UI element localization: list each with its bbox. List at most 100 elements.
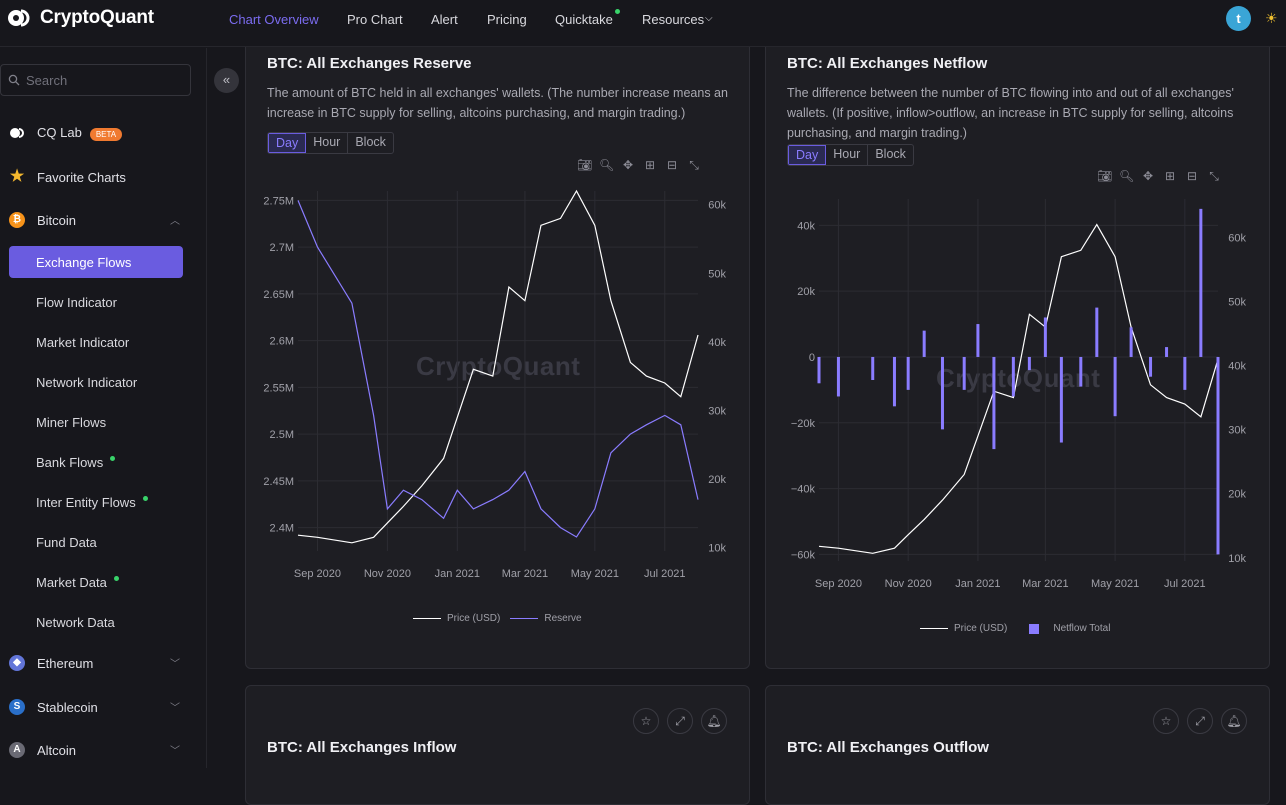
zoom-in-icon[interactable]: ⊞ (644, 158, 656, 172)
nav-chart-overview[interactable]: Chart Overview (229, 12, 319, 27)
chevron-down-icon: ﹀ (170, 659, 180, 670)
new-dot (113, 575, 119, 581)
chart-card-netflow: BTC: All Exchanges Netflow The differenc… (765, 28, 1270, 669)
altcoin-label: Altcoin (37, 742, 77, 758)
chevron-down-icon: ﹀ (170, 746, 180, 757)
collapse-sidebar-button[interactable]: « (214, 68, 239, 93)
y-right-tick-label: 30k (1228, 425, 1246, 437)
stablecoin-label: Stablecoin (37, 699, 98, 715)
sidebar-subitem-market-indicator[interactable]: Market Indicator (36, 334, 130, 350)
beta-badge: BETA (89, 127, 123, 141)
favorite-star-icon[interactable]: ☆ (1153, 708, 1179, 734)
resolution-block[interactable]: Block (355, 135, 386, 149)
y-left-tick-label: 2.75M (263, 195, 294, 207)
alert-bell-icon[interactable]: 🔔︎ (1221, 708, 1247, 734)
netflow-bar (1113, 356, 1117, 417)
sidebar-item-favorite-charts[interactable]: ★ Favorite Charts (0, 161, 207, 193)
zoom-out-icon[interactable]: ⊟ (666, 158, 678, 172)
y-right-tick-label: 20k (708, 474, 726, 486)
nav-pro-chart[interactable]: Pro Chart (347, 12, 403, 27)
sidebar-item-cq-lab[interactable]: CQ Lab BETA (0, 117, 207, 149)
sidebar-item-altcoin[interactable]: A Altcoin ﹀ (0, 734, 207, 766)
netflow-bar (836, 356, 840, 397)
netflow-bar (922, 330, 926, 357)
sidebar-subitem-fund-data[interactable]: Fund Data (36, 534, 97, 550)
theme-sun-icon[interactable]: ☀ (1265, 10, 1278, 26)
price-line (818, 223, 1219, 554)
card-description: The difference between the number of BTC… (787, 86, 1234, 140)
netflow-bar (817, 356, 821, 384)
resolution-hour[interactable]: Hour (306, 133, 349, 153)
nav-alert[interactable]: Alert (431, 12, 458, 27)
netflow-bar (1149, 356, 1153, 377)
pan-icon[interactable]: ✥ (622, 158, 634, 172)
y-right-tick-label: 40k (1228, 361, 1246, 373)
zoom-in-icon[interactable]: ⊞ (1164, 169, 1176, 183)
sidebar-subitem-flow-indicator[interactable]: Flow Indicator (36, 294, 117, 310)
y-right-tick-label: 50k (1228, 297, 1246, 309)
x-tick-label: Sep 2020 (815, 578, 862, 590)
chart-card-inflow: ☆ ⤢ 🔔︎ BTC: All Exchanges Inflow (245, 685, 750, 805)
chevron-down-icon: ﹀ (170, 703, 180, 714)
reserve-line (297, 200, 699, 538)
card-title: BTC: All Exchanges Netflow (787, 55, 988, 72)
sidebar-item-stablecoin[interactable]: S Stablecoin ﹀ (0, 691, 207, 723)
resolution-hour[interactable]: Hour (826, 145, 869, 165)
expand-icon[interactable]: ⤢ (1187, 708, 1213, 734)
ethereum-icon: ◆ (9, 655, 25, 671)
x-tick-label: Sep 2020 (294, 568, 341, 580)
new-dot (110, 455, 116, 461)
netflow-bar (1079, 356, 1083, 387)
logo[interactable]: CryptoQuant (8, 7, 154, 29)
watermark: CryptoQuant (416, 351, 581, 381)
sidebar-item-bitcoin[interactable]: ₿ Bitcoin ︿ (0, 204, 207, 236)
netflow-bar (1183, 356, 1187, 390)
alert-bell-icon[interactable]: 🔔︎ (701, 708, 727, 734)
user-avatar[interactable]: t (1226, 6, 1251, 31)
resolution-day[interactable]: Day (788, 145, 827, 165)
sidebar-subitem-inter-entity-flows[interactable]: Inter Entity Flows (9, 486, 183, 518)
nav-quicktake[interactable]: Quicktake (555, 12, 613, 27)
sidebar-subitem-miner-flows[interactable]: Miner Flows (36, 414, 107, 430)
sidebar-subitem-network-indicator[interactable]: Network Indicator (36, 374, 138, 390)
nav-pricing[interactable]: Pricing (487, 12, 527, 27)
favorite-star-icon[interactable]: ☆ (633, 708, 659, 734)
x-tick-label: Jan 2021 (955, 578, 1000, 590)
resources-chevron-down-icon[interactable]: ⌵ (705, 13, 713, 24)
netflow-bar (1095, 307, 1099, 357)
zoom-out-icon[interactable]: ⊟ (1186, 169, 1198, 183)
autoscale-icon[interactable]: ⤡ (1209, 169, 1219, 183)
resolution-toggle: Day Hour Block (787, 144, 914, 166)
y-left-tick-label: 2.4M (270, 523, 294, 535)
netflow-bar (1199, 208, 1203, 357)
search-input[interactable] (26, 72, 186, 88)
sidebar-subitem-bank-flows[interactable]: Bank Flows (9, 446, 183, 478)
zoom-icon[interactable]: 🔍︎ (1119, 169, 1135, 183)
y-left-tick-label: −20k (791, 418, 816, 430)
camera-icon[interactable]: 📷︎ (577, 158, 593, 172)
reserve-chart: Sep 2020 Nov 2020 Jan 2021 Mar 2021 May 2021… (263, 189, 726, 580)
search-box[interactable] (0, 64, 191, 96)
expand-icon[interactable]: ⤢ (667, 708, 693, 734)
resolution-block[interactable]: Block (875, 147, 906, 161)
x-tick-label: Nov 2020 (364, 568, 411, 580)
camera-icon[interactable]: 📷︎ (1097, 169, 1113, 183)
card-title: BTC: All Exchanges Inflow (267, 739, 457, 756)
zoom-icon[interactable]: 🔍︎ (599, 158, 615, 172)
x-tick-label: Mar 2021 (502, 568, 548, 580)
resolution-day[interactable]: Day (268, 133, 307, 153)
sidebar-subitem-exchange-flows[interactable]: Exchange Flows (9, 246, 183, 278)
bitcoin-icon: ₿ (9, 212, 25, 228)
y-right-tick-label: 10k (708, 543, 726, 555)
x-tick-label: Mar 2021 (1022, 578, 1068, 590)
nav-resources[interactable]: Resources (642, 12, 705, 27)
y-left-tick-label: 2.6M (270, 336, 294, 348)
sidebar-item-ethereum[interactable]: ◆ Ethereum ﹀ (0, 647, 207, 679)
sidebar-subitem-market-data[interactable]: Market Data (9, 566, 183, 598)
netflow-bar (1059, 356, 1063, 443)
autoscale-icon[interactable]: ⤡ (689, 158, 699, 172)
pan-icon[interactable]: ✥ (1142, 169, 1154, 183)
quicktake-new-dot (615, 9, 620, 14)
y-left-tick-label: 2.5M (270, 429, 294, 441)
sidebar-subitem-network-data[interactable]: Network Data (36, 614, 115, 630)
